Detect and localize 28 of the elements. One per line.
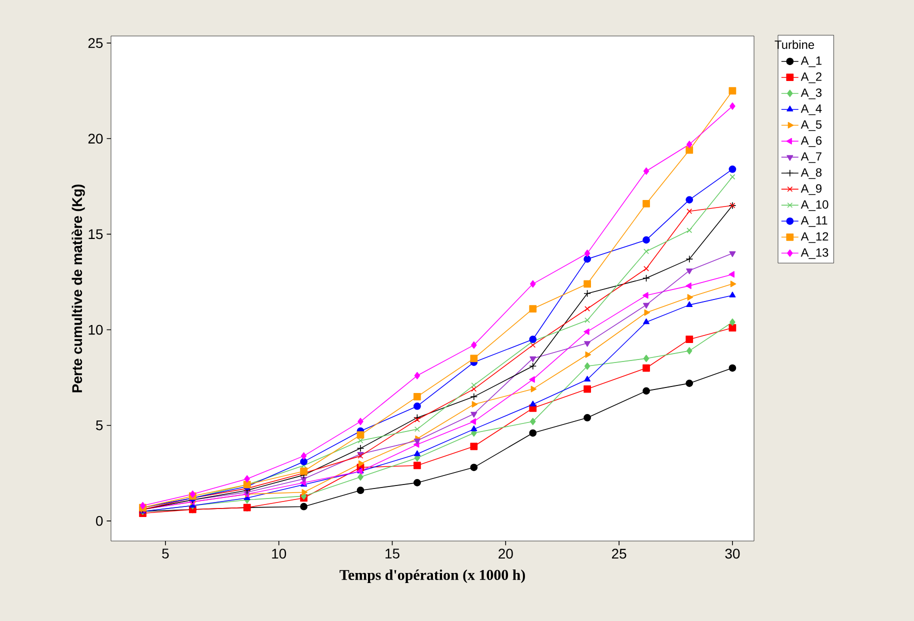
y-tick-label: 0	[96, 516, 103, 526]
y-tick-label: 25	[88, 38, 103, 48]
y-tick-label: 5	[96, 420, 103, 430]
y-tick-label: 20	[88, 134, 103, 144]
x-axis-title: Temps d'opération (x 1000 h)	[340, 569, 525, 584]
legend-label: A_4	[800, 104, 822, 116]
legend-label: A_7	[800, 152, 822, 163]
x-tick-label: 10	[272, 548, 286, 559]
legend-label: A_5	[800, 120, 822, 131]
y-tick-label: 10	[88, 324, 103, 335]
legend-label: A_11	[800, 216, 828, 227]
legend-label: A_8	[800, 168, 822, 179]
legend-label: A_10	[800, 200, 828, 211]
legend-label: A_6	[800, 136, 822, 148]
legend-label: A_9	[800, 184, 822, 195]
x-tick-label: 30	[725, 548, 740, 559]
x-tick-label: 15	[386, 548, 400, 559]
x-tick-label: 5	[162, 548, 169, 559]
legend-label: A_12	[800, 232, 828, 243]
x-tick-label: 25	[612, 548, 626, 559]
y-tick-label: 15	[88, 229, 103, 240]
legend-title: Turbine	[774, 40, 814, 49]
y-axis-title: Perte cumultive de matière (Kg)	[72, 184, 85, 392]
legend-label: A_1	[800, 56, 822, 68]
legend-label: A_3	[800, 88, 822, 100]
x-tick-label: 20	[498, 548, 513, 559]
legend-label: A_13	[800, 248, 828, 259]
legend-label: A_2	[800, 72, 822, 84]
